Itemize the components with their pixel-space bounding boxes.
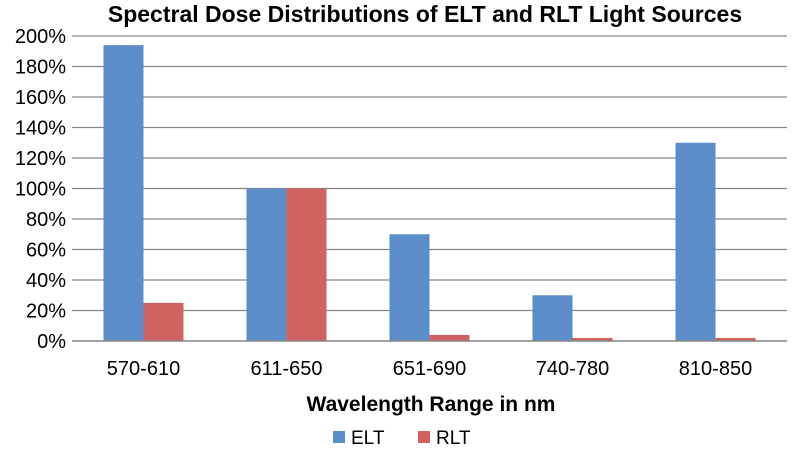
bar-elt-810-850 xyxy=(675,142,716,341)
bar-elt-570-610 xyxy=(103,45,144,342)
y-tick-label: 80% xyxy=(26,209,66,231)
bar-elt-740-780 xyxy=(532,295,573,341)
legend: ELT RLT xyxy=(333,428,471,449)
chart-title: Spectral Dose Distributions of ELT and R… xyxy=(108,1,742,27)
x-axis-ticks: 570-610 611-650 651-690 740-780 810-850 xyxy=(107,358,752,380)
y-tick-label: 200% xyxy=(15,26,66,48)
bar-rlt-651-690 xyxy=(429,334,470,341)
gridlines xyxy=(72,35,787,312)
legend-swatch-rlt xyxy=(418,431,430,443)
y-axis-ticks: 0% 20% 40% 60% 80% 100% 120% 140% 160% 180% 200% xyxy=(15,26,66,353)
legend-swatch-elt xyxy=(333,431,345,443)
bar-elt-651-690 xyxy=(389,234,430,341)
x-tick-label: 611-650 xyxy=(251,358,323,380)
bars xyxy=(103,45,756,342)
y-tick-label: 120% xyxy=(15,148,66,170)
y-tick-label: 160% xyxy=(15,87,66,109)
bar-rlt-611-650 xyxy=(286,188,327,341)
x-axis-label: Wavelength Range in nm xyxy=(307,393,556,416)
y-tick-label: 40% xyxy=(26,270,66,292)
x-tick-label: 810-850 xyxy=(679,358,752,380)
y-tick-label: 60% xyxy=(26,240,66,262)
y-tick-label: 100% xyxy=(15,179,66,201)
bar-elt-611-650 xyxy=(246,188,287,341)
bar-rlt-740-780 xyxy=(572,337,613,341)
y-tick-label: 20% xyxy=(26,301,66,323)
x-tick-label: 651-690 xyxy=(393,358,466,380)
x-tick-label: 740-780 xyxy=(536,358,609,380)
bar-rlt-810-850 xyxy=(715,337,756,341)
legend-label-rlt: RLT xyxy=(436,428,471,449)
bar-rlt-570-610 xyxy=(143,302,184,341)
legend-label-elt: ELT xyxy=(351,428,385,449)
y-tick-label: 140% xyxy=(15,118,66,140)
y-tick-label: 0% xyxy=(37,331,66,353)
y-tick-label: 180% xyxy=(15,57,66,79)
x-tick-label: 570-610 xyxy=(107,358,180,380)
